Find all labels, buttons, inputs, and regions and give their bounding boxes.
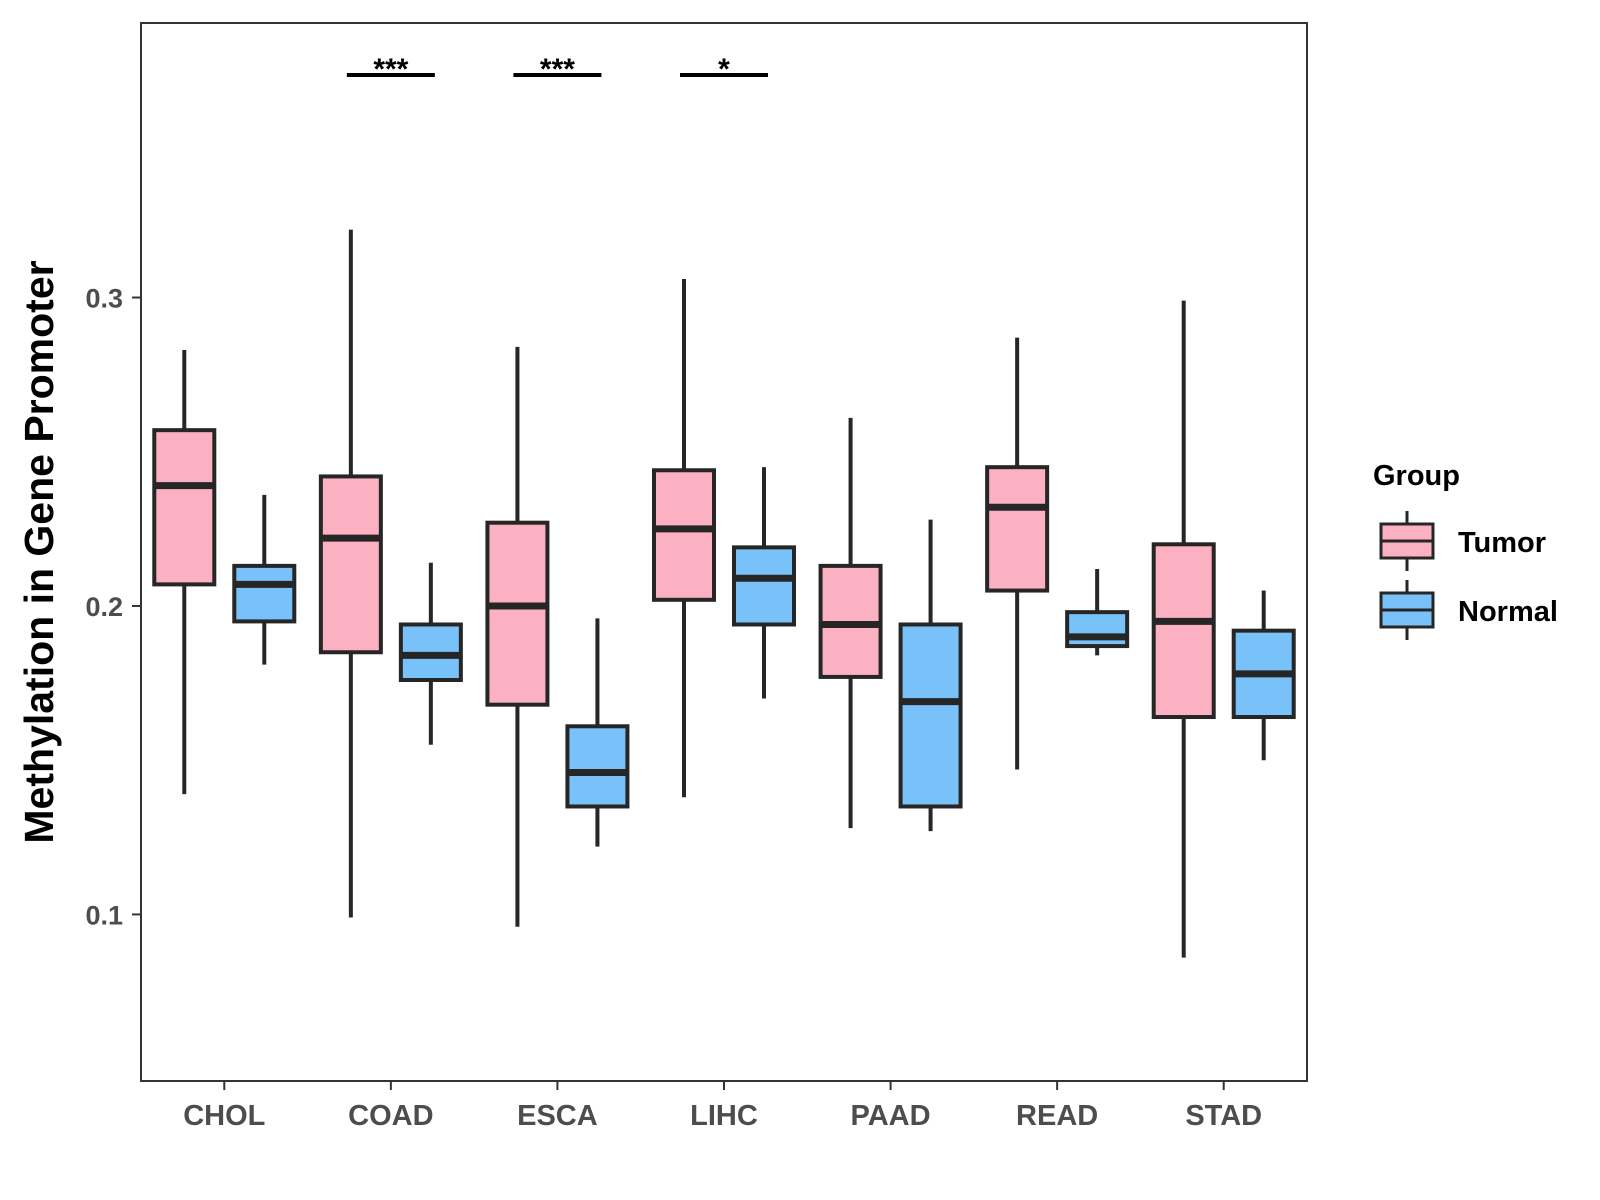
box-body-tumor-chol xyxy=(152,428,217,587)
box-normal-esca xyxy=(565,618,630,847)
y-axis: 0.1 0.2 0.3 xyxy=(85,284,141,930)
x-tick-label: ESCA xyxy=(517,1100,598,1132)
box-body-normal-paad xyxy=(898,622,963,809)
significance-label-coad: *** xyxy=(373,53,408,86)
x-tick-label: STAD xyxy=(1185,1100,1262,1132)
significance-annotations: *** *** * xyxy=(346,53,768,86)
legend-label-tumor: Tumor xyxy=(1458,527,1546,559)
x-axis: CHOL COAD ESCA LIHC PAAD READ STAD xyxy=(183,1081,1262,1132)
significance-label-lihc: * xyxy=(718,53,730,86)
box-body-normal-lihc xyxy=(732,545,796,627)
x-tick-label: PAAD xyxy=(851,1100,931,1132)
box-tumor-coad xyxy=(318,229,383,918)
box-normal-lihc xyxy=(732,467,796,699)
box-normal-stad xyxy=(1231,590,1296,761)
box-body-tumor-coad xyxy=(318,474,383,655)
x-tick-label: COAD xyxy=(348,1100,433,1132)
x-tick-label: LIHC xyxy=(690,1100,758,1132)
box-body-normal-esca xyxy=(565,724,630,809)
box-tumor-paad xyxy=(818,417,883,829)
y-axis-title: Methylation in Gene Promoter xyxy=(16,260,62,843)
box-tumor-chol xyxy=(152,349,217,795)
legend-label-normal: Normal xyxy=(1458,596,1558,628)
y-tick-label: 0.3 xyxy=(85,284,123,314)
box-normal-read xyxy=(1065,568,1130,656)
y-tick-label: 0.1 xyxy=(85,900,123,930)
box-normal-paad xyxy=(898,519,963,832)
box-body-tumor-esca xyxy=(485,520,550,707)
box-normal-coad xyxy=(398,562,463,745)
x-tick-label: READ xyxy=(1016,1100,1098,1132)
plot-area xyxy=(152,229,1296,958)
legend-title: Group xyxy=(1373,460,1460,492)
y-tick-label: 0.2 xyxy=(85,592,123,622)
significance-label-esca: *** xyxy=(540,53,575,86)
legend-item-tumor: Tumor xyxy=(1379,511,1546,571)
box-body-tumor-read xyxy=(985,465,1050,593)
box-tumor-esca xyxy=(485,346,550,927)
box-normal-chol xyxy=(232,494,297,665)
box-body-tumor-lihc xyxy=(652,468,716,602)
x-tick-label: CHOL xyxy=(183,1100,265,1132)
legend: Group Tumor Normal xyxy=(1373,460,1558,640)
box-tumor-stad xyxy=(1151,300,1216,958)
box-tumor-lihc xyxy=(652,279,716,798)
box-tumor-read xyxy=(985,337,1050,770)
box-body-tumor-stad xyxy=(1151,542,1216,720)
box-body-normal-chol xyxy=(232,563,297,624)
box-body-normal-read xyxy=(1065,610,1130,649)
legend-item-normal: Normal xyxy=(1379,580,1558,640)
